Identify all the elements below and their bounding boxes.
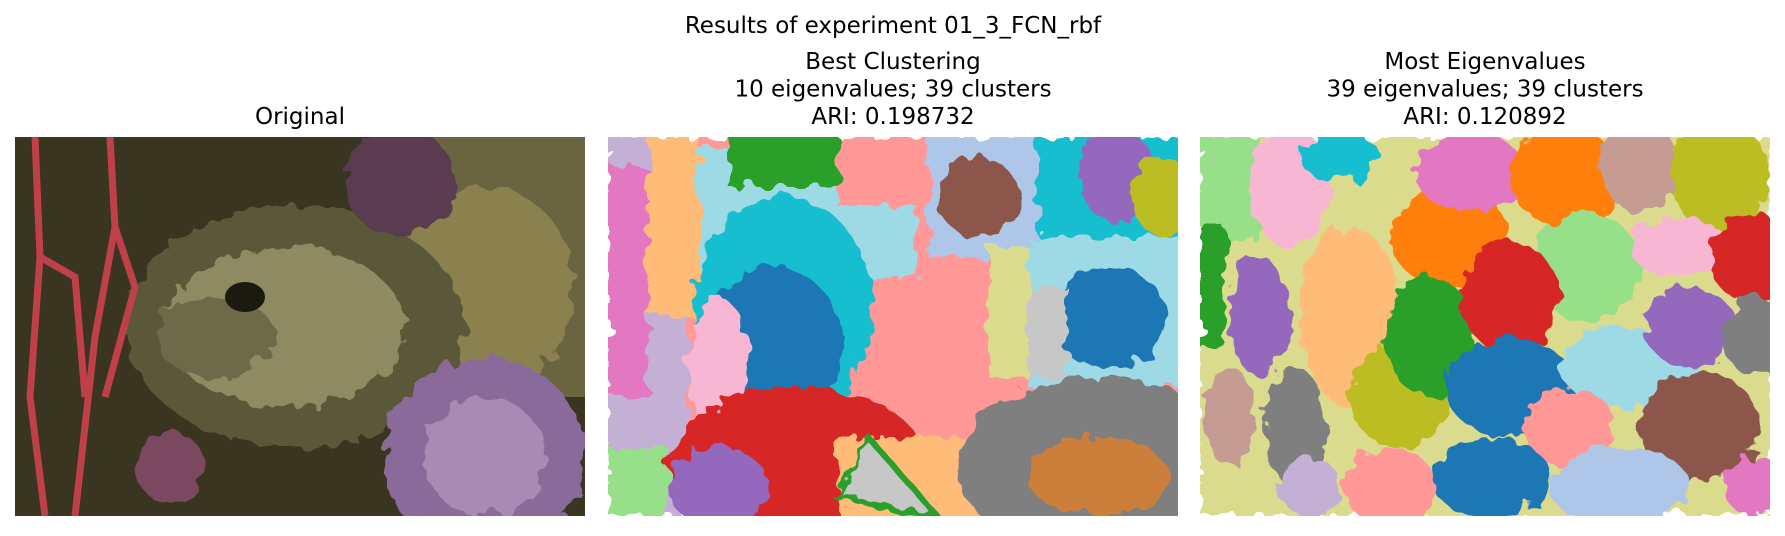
most-eigenvalues-image [1200,137,1770,516]
figure-title: Results of experiment 01_3_FCN_rbf [685,13,1102,39]
original-image [15,137,585,516]
panel-title: ARI: 0.120892 [1403,104,1566,130]
panel-title: ARI: 0.198732 [811,104,974,130]
panel-title: Best Clustering [805,49,980,75]
panel-title: Most Eigenvalues [1384,49,1585,75]
panel-title: 10 eigenvalues; 39 clusters [734,77,1051,103]
panel-title: 39 eigenvalues; 39 clusters [1326,77,1643,103]
best-clustering-image [608,137,1178,516]
panel-title: Original [255,104,345,130]
